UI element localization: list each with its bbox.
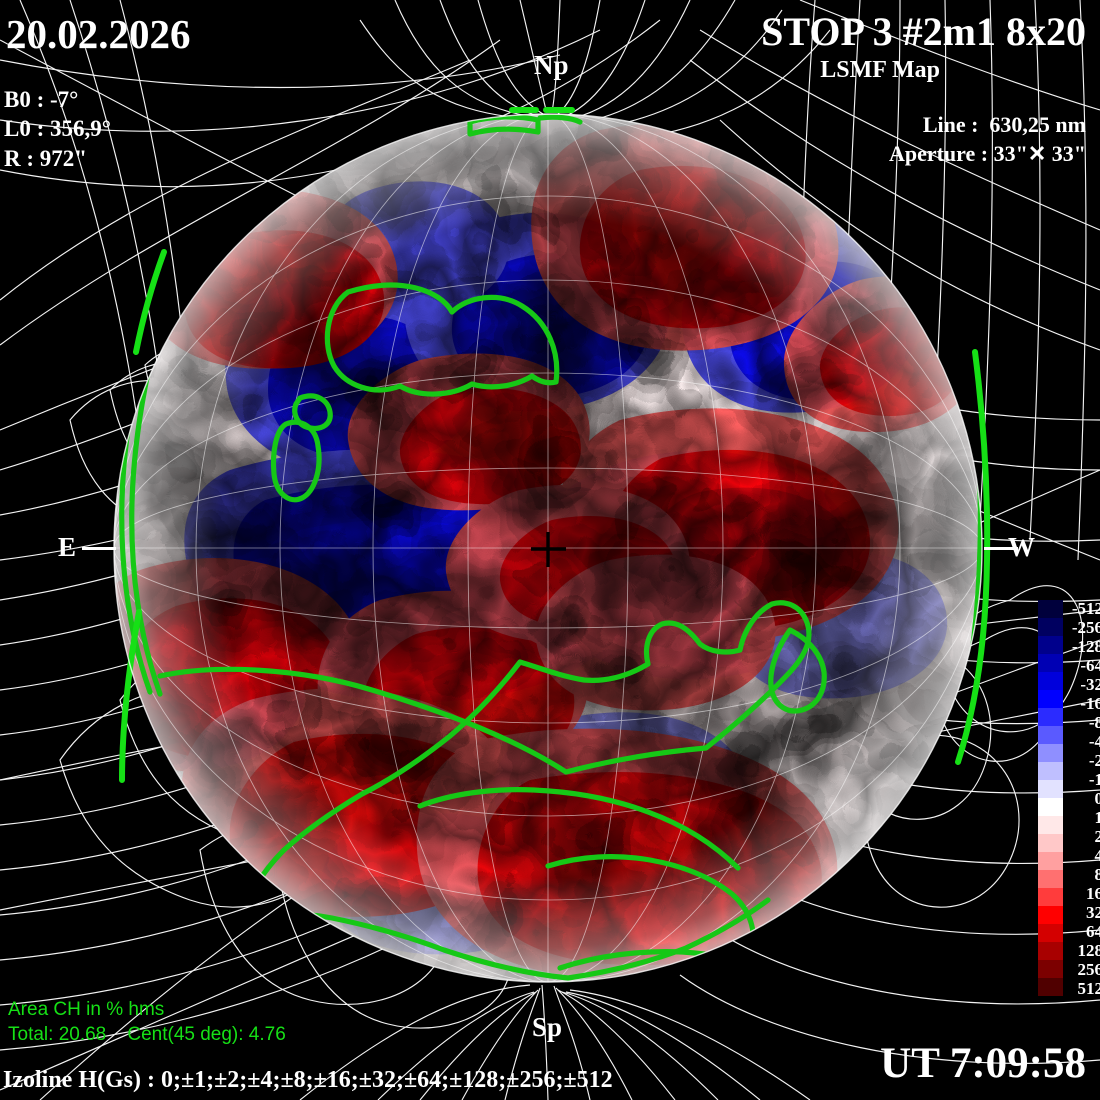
- colorbar-band: [1038, 654, 1063, 672]
- observation-settings: Line : 630,25 nm Aperture : 33"✕ 33": [889, 110, 1086, 169]
- colorbar-tick-label: 2: [1094, 827, 1100, 846]
- north-pole-label: Np: [534, 50, 569, 80]
- west-tick: [984, 547, 1018, 550]
- disk-center-crosshair: [531, 532, 566, 567]
- colorbar-band: [1038, 816, 1063, 834]
- colorbar-tick-label: 8: [1094, 865, 1100, 884]
- ch-values: Total: 20.68 Cent(45 deg): 4.76: [8, 1024, 286, 1046]
- colorbar-tick-label: -2: [1088, 751, 1100, 770]
- east-tick: [82, 547, 116, 550]
- colorbar-tick-label: -8: [1088, 713, 1100, 732]
- param-b0: B0 : -7°: [4, 87, 79, 112]
- colorbar-tick-label: -16: [1080, 694, 1100, 713]
- colorbar-band: [1038, 834, 1063, 852]
- universal-time: UT 7:09:58: [880, 1040, 1086, 1087]
- colorbar-tick-label: 1: [1094, 808, 1100, 827]
- observation-date: 20.02.2026: [6, 11, 191, 57]
- colorbar-tick-label: -512: [1071, 599, 1100, 618]
- colorbar-band: [1038, 942, 1063, 960]
- param-l0: L0 : 356,9°: [4, 116, 111, 142]
- colorbar-tick-label: -1: [1088, 770, 1100, 789]
- colorbar-band: [1038, 672, 1063, 690]
- colorbar-band: [1038, 780, 1063, 798]
- colorbar-tick-label: -256: [1071, 618, 1100, 637]
- colorbar-band: [1038, 852, 1063, 870]
- colorbar-tick-label: -32: [1080, 675, 1100, 694]
- aperture: Aperture : 33"✕ 33": [888, 141, 1086, 167]
- colorbar-band: [1038, 870, 1063, 888]
- ch-heading: Area CH in % hms: [8, 998, 165, 1020]
- limb-markers: [119, 107, 991, 783]
- colorbar-band: [1038, 618, 1063, 636]
- isoline-legend: Izoline H(Gs) : 0;±1;±2;±4;±8;±16;±32;±6…: [3, 1067, 613, 1093]
- east-label: E: [58, 532, 77, 562]
- colorbar-band: [1038, 798, 1063, 816]
- magnetic-field-colorbar: [1038, 600, 1063, 996]
- solar-parameters: B0 : -7° L0 : 356,9° R : 972": [4, 85, 111, 173]
- page-title: STOP 3 #2m1 8x20: [761, 9, 1086, 54]
- south-pole-label: Sp: [532, 1012, 563, 1042]
- colorbar-tick-label: 32: [1086, 903, 1100, 922]
- colorbar-band: [1038, 708, 1063, 726]
- colorbar-tick-label: 0: [1094, 789, 1100, 808]
- colorbar-tick-label: -64: [1080, 656, 1100, 675]
- colorbar-band: [1038, 960, 1063, 978]
- colorbar-band: [1038, 600, 1063, 618]
- colorbar-band: [1038, 636, 1063, 654]
- colorbar-tick-label: 128: [1077, 941, 1100, 960]
- colorbar-band: [1038, 762, 1063, 780]
- colorbar-tick-label: -4: [1088, 732, 1100, 751]
- colorbar-band: [1038, 978, 1063, 996]
- colorbar-tick-labels: -512 -256 -128 -64 -32 -16 -8 -4 -2 -1 0 1 2 4 8 16 32 64…: [1065, 599, 1100, 998]
- spectral-line: Line : 630,25 nm: [922, 112, 1086, 137]
- colorbar-band: [1038, 924, 1063, 942]
- param-radius: R : 972": [4, 145, 88, 171]
- colorbar-tick-label: 4: [1094, 846, 1100, 865]
- colorbar-band: [1038, 906, 1063, 924]
- colorbar-band: [1038, 726, 1063, 744]
- colorbar-tick-label: -128: [1071, 637, 1100, 656]
- colorbar-band: [1038, 744, 1063, 762]
- colorbar-band: [1038, 690, 1063, 708]
- coronal-hole-stats: Area CH in % hms Total: 20.68 Cent(45 de…: [8, 997, 286, 1048]
- colorbar-tick-label: 512: [1077, 979, 1100, 998]
- map-subtitle: LSMF Map: [820, 57, 940, 83]
- colorbar-tick-label: 64: [1086, 922, 1100, 941]
- colorbar-tick-label: 16: [1086, 884, 1100, 903]
- colorbar-tick-label: 256: [1077, 960, 1100, 979]
- colorbar-band: [1038, 888, 1063, 906]
